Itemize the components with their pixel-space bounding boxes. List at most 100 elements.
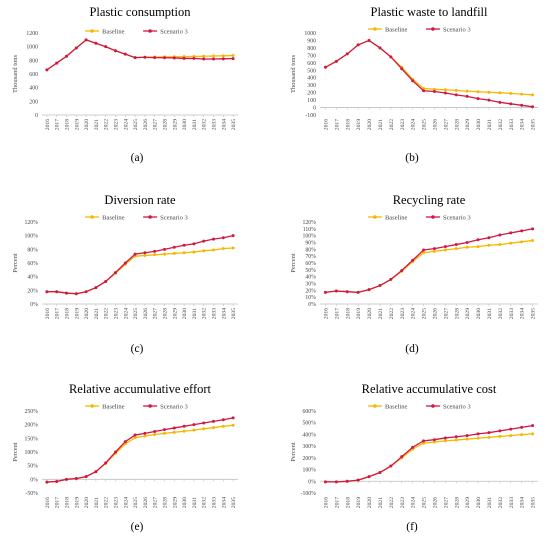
data-point-scenario — [476, 97, 480, 101]
data-point-scenario — [367, 38, 371, 42]
y-tick-label: -50% — [25, 491, 38, 497]
data-point-scenario — [133, 56, 137, 60]
x-tick-label: 2023 — [400, 497, 406, 508]
x-tick-label: 2031 — [487, 308, 493, 319]
x-tick-label: 2031 — [192, 497, 198, 508]
data-point-scenario — [443, 436, 447, 440]
x-tick-label: 2025 — [422, 497, 428, 508]
x-tick-label: 2028 — [163, 497, 169, 508]
series-line-baseline — [325, 433, 533, 483]
data-point-scenario — [520, 103, 524, 107]
x-tick-label: 2021 — [378, 308, 384, 319]
data-point-scenario — [400, 455, 404, 459]
data-point-baseline — [520, 433, 524, 437]
data-point-baseline — [422, 441, 426, 445]
data-point-scenario — [221, 418, 225, 422]
x-tick-label: 2033 — [212, 119, 218, 130]
data-point-scenario — [212, 57, 215, 61]
legend-marker — [148, 215, 152, 219]
x-tick-label: 2019 — [74, 497, 80, 508]
series-line-baseline — [325, 239, 533, 294]
data-point-scenario — [509, 427, 513, 431]
data-point-baseline — [476, 90, 480, 94]
panel-caption: (c) — [131, 343, 144, 355]
x-tick-label: 2022 — [104, 308, 110, 319]
data-point-scenario — [163, 56, 166, 60]
x-tick-label: 2025 — [133, 497, 139, 508]
legend-marker — [373, 27, 377, 31]
data-point-scenario — [476, 432, 480, 436]
data-point-scenario — [389, 464, 393, 468]
data-point-scenario — [202, 57, 206, 61]
data-point-scenario — [422, 439, 426, 443]
x-tick-label: 2018 — [65, 308, 71, 319]
x-tick-label: 2022 — [104, 497, 110, 508]
data-point-scenario — [443, 91, 447, 95]
data-point-scenario — [454, 243, 458, 247]
x-tick-label: 2029 — [465, 308, 471, 319]
y-tick-label: 800 — [29, 58, 38, 64]
data-point-scenario — [65, 54, 68, 58]
chart-title: Relative accumulative cost — [362, 382, 497, 396]
data-point-scenario — [123, 52, 127, 56]
x-tick-label: 2029 — [172, 119, 178, 130]
y-tick-label: 70% — [305, 254, 316, 260]
y-tick-label: 100% — [24, 234, 38, 240]
data-point-baseline — [231, 423, 235, 427]
x-tick-label: 2031 — [487, 119, 493, 130]
legend-marker — [148, 404, 152, 408]
x-tick-label: 2024 — [411, 308, 417, 319]
x-tick-label: 2017 — [55, 308, 61, 319]
data-point-baseline — [192, 250, 196, 254]
data-point-baseline — [476, 245, 480, 249]
chart-panel-a: Plastic consumption Baseline Scenario 3 0 20… — [12, 5, 238, 164]
data-point-scenario — [345, 290, 349, 294]
data-point-scenario — [531, 105, 535, 109]
data-point-baseline — [531, 93, 535, 97]
x-tick-label: 2032 — [202, 119, 208, 130]
data-point-scenario — [367, 288, 371, 292]
x-tick-label: 2023 — [114, 308, 120, 319]
data-point-baseline — [432, 440, 436, 444]
x-tick-label: 2032 — [498, 308, 504, 319]
x-tick-label: 2017 — [334, 497, 340, 508]
x-tick-label: 2022 — [389, 497, 395, 508]
data-point-scenario — [487, 98, 491, 102]
y-tick-label: 10% — [305, 295, 316, 301]
x-tick-label: 2018 — [65, 119, 71, 130]
y-tick-label: 600 — [29, 72, 38, 78]
x-tick-label: 2018 — [345, 119, 351, 130]
x-tick-label: 2027 — [443, 119, 449, 130]
data-point-scenario — [94, 286, 98, 290]
chart-title: Plastic consumption — [89, 5, 191, 19]
data-point-scenario — [163, 247, 166, 251]
data-point-baseline — [202, 54, 206, 58]
y-tick-label: 40% — [27, 275, 38, 281]
legend-marker — [431, 404, 435, 408]
legend-label: Baseline — [385, 215, 407, 222]
y-tick-label: 120% — [24, 220, 38, 226]
data-point-scenario — [498, 429, 502, 433]
data-point-scenario — [212, 237, 215, 241]
x-tick-label: 2021 — [378, 497, 384, 508]
x-tick-label: 2035 — [531, 308, 537, 319]
x-tick-label: 2035 — [531, 119, 537, 130]
y-tick-label: 80% — [305, 247, 316, 253]
data-point-scenario — [356, 290, 360, 294]
x-tick-label: 2034 — [520, 119, 526, 130]
data-point-scenario — [74, 46, 78, 50]
x-tick-label: 2020 — [84, 497, 90, 508]
x-tick-label: 2024 — [123, 497, 129, 508]
x-tick-label: 2032 — [202, 308, 208, 319]
x-tick-label: 2030 — [182, 308, 188, 319]
data-point-scenario — [465, 241, 469, 244]
data-point-baseline — [221, 54, 225, 58]
x-tick-label: 2035 — [231, 497, 237, 508]
data-point-scenario — [345, 479, 349, 483]
x-tick-label: 2030 — [476, 308, 482, 319]
legend-label: Scenario 3 — [443, 215, 471, 222]
data-point-baseline — [202, 249, 206, 253]
y-tick-label: 50% — [27, 464, 38, 470]
x-tick-label: 2026 — [432, 497, 438, 508]
data-point-baseline — [133, 436, 137, 440]
